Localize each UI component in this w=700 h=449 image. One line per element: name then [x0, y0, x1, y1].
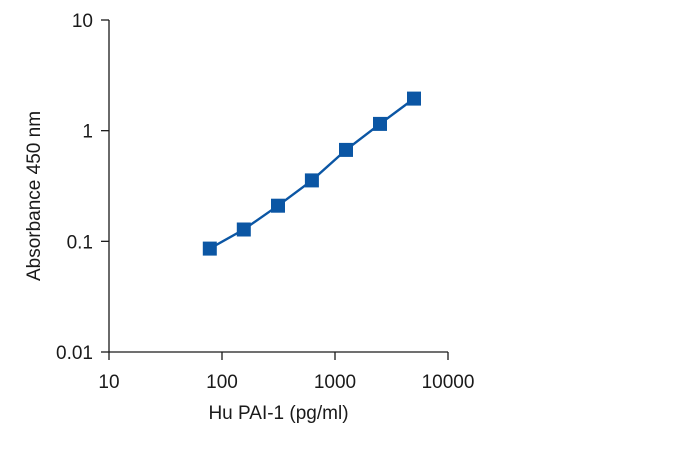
x-tick-label: 10000: [422, 372, 475, 393]
ticks: [101, 19, 449, 360]
axes: [108, 20, 448, 353]
y-axis-title: Absorbance 450 nm: [24, 111, 45, 281]
data-point-marker: [304, 173, 319, 188]
x-tick-label: 1000: [314, 372, 356, 393]
data-point-marker: [373, 116, 387, 131]
data-point-marker: [339, 142, 353, 157]
data-point-marker: [236, 222, 251, 237]
data-point-marker: [407, 91, 421, 106]
y-tick-label: 0.01: [56, 343, 93, 364]
x-tick-label: 10: [98, 372, 119, 393]
x-tick-label: 100: [206, 372, 238, 393]
data-point-marker: [202, 241, 217, 256]
y-tick-label: 0.1: [67, 232, 93, 253]
y-tick-label: 10: [72, 11, 93, 32]
plot-area: [202, 91, 421, 256]
tick-labels: 0.01 0.1 1 10 10 100 1000 10000: [56, 11, 474, 393]
data-point-marker: [271, 198, 285, 213]
y-tick-label: 1: [82, 122, 93, 143]
x-axis-title: Hu PAI-1 (pg/ml): [208, 403, 348, 424]
